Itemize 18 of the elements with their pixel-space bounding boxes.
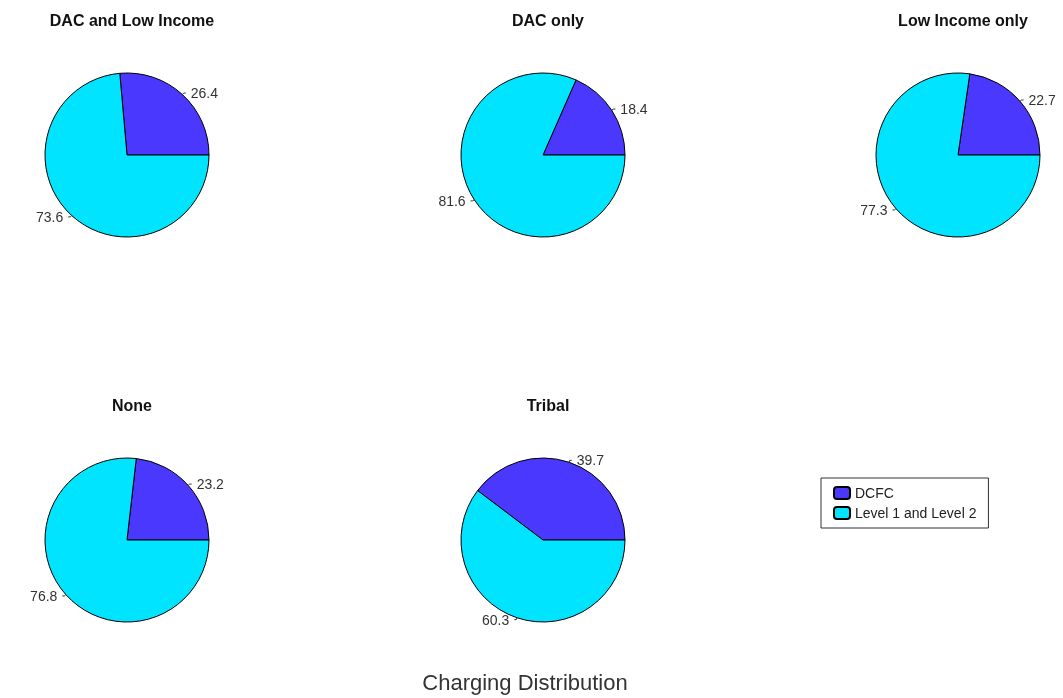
slice-label: None xyxy=(112,396,153,414)
data-label: 18.4 xyxy=(620,101,648,118)
text: Charging Distribution xyxy=(422,669,628,695)
data-label: 22.7 xyxy=(1028,92,1056,109)
data-label: 60.3 xyxy=(482,611,510,628)
data-label: 73.6 xyxy=(36,208,64,225)
data-label: 39.7 xyxy=(576,452,605,469)
data-label: 23.2 xyxy=(196,476,225,493)
slice-label: Tribal xyxy=(526,396,570,414)
legend-label: Level 1 and Level 2 xyxy=(855,505,977,521)
slice-label: DAC only xyxy=(512,11,585,29)
data-label: 76.8 xyxy=(30,587,58,604)
legend-label: DCFC xyxy=(855,485,894,501)
data-label: 26.4 xyxy=(190,85,219,102)
data-label: 77.3 xyxy=(860,201,888,218)
data-label: 81.6 xyxy=(438,192,466,209)
slice-label: DAC and Low Income xyxy=(49,11,215,29)
slice-label: Low Income only xyxy=(898,11,1028,29)
